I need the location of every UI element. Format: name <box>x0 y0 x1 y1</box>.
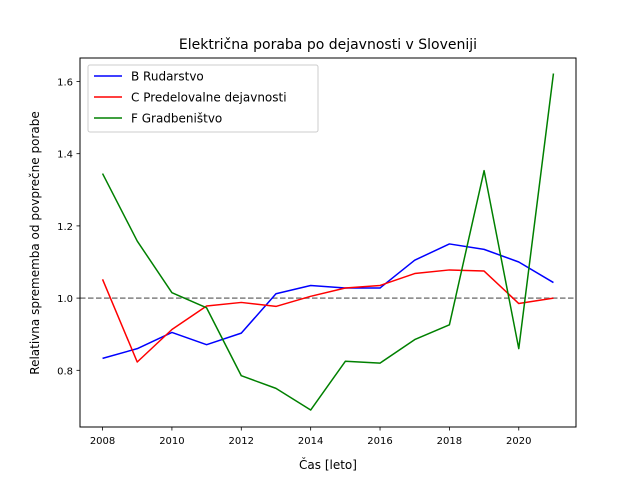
y-tick-label: 1.4 <box>57 150 73 161</box>
series-line-3 <box>101 73 555 411</box>
x-tick-label: 2018 <box>437 436 462 447</box>
y-axis: 0.8 1.0 1.2 1.4 1.6 <box>57 77 80 377</box>
legend-box <box>87 64 319 133</box>
legend-label-3: F Gradbeništvo <box>131 112 222 126</box>
y-tick-label: 1.6 <box>57 77 73 88</box>
y-tick-label: 1.0 <box>57 294 73 305</box>
plot-area <box>80 73 576 411</box>
legend-label-1: B Rudarstvo <box>131 70 204 84</box>
x-tick-label: 2020 <box>506 436 531 447</box>
chart-title: Električna poraba po dejavnosti v Sloven… <box>179 37 477 53</box>
y-axis-label: Relativna sprememba od povprečne porabe <box>28 111 42 374</box>
legend: B Rudarstvo C Predelovalne dejavnosti F Gr… <box>87 64 319 133</box>
x-tick-label: 2014 <box>298 436 323 447</box>
x-axis: 2008 2010 2012 2014 2016 2018 2020 <box>90 427 531 447</box>
y-tick-label: 0.8 <box>57 366 73 377</box>
axes-frame <box>79 57 577 428</box>
y-tick-label: 1.2 <box>57 222 73 233</box>
legend-label-2: C Predelovalne dejavnosti <box>131 91 287 105</box>
x-axis-label: Čas [leto] <box>299 457 357 472</box>
series-line-2 <box>101 269 554 363</box>
x-tick-label: 2010 <box>159 436 184 447</box>
x-tick-label: 2012 <box>229 436 254 447</box>
x-tick-label: 2016 <box>367 436 392 447</box>
series-line-1 <box>102 243 554 360</box>
x-tick-label: 2008 <box>90 436 115 447</box>
